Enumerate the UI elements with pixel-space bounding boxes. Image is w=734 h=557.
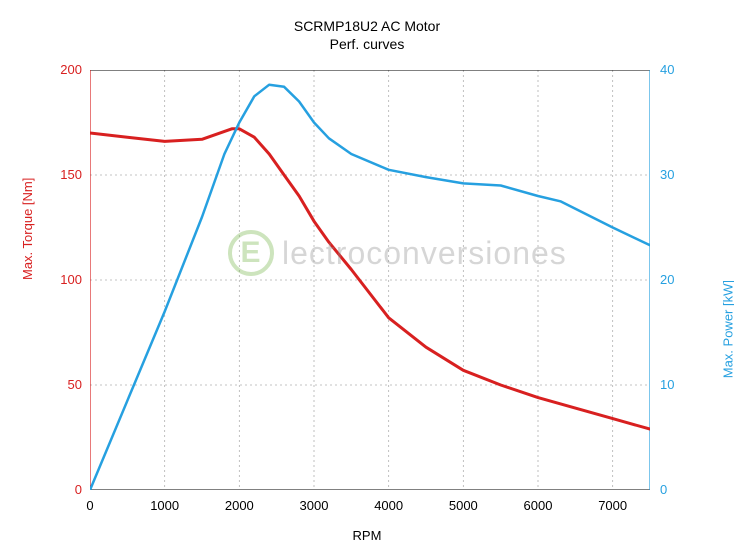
grid	[90, 70, 650, 490]
y-right-tick-label: 0	[660, 482, 700, 497]
y-left-tick-label: 50	[42, 377, 82, 392]
chart-svg	[90, 70, 650, 490]
chart-container: SCRMP18U2 AC Motor Perf. curves E lectro…	[0, 0, 734, 557]
watermark-logo-icon: E	[228, 230, 274, 276]
watermark-text: lectroconversiones	[282, 235, 567, 272]
chart-subtitle: Perf. curves	[0, 36, 734, 52]
x-tick-label: 2000	[214, 498, 264, 513]
y-right-tick-label: 20	[660, 272, 700, 287]
x-tick-label: 1000	[140, 498, 190, 513]
x-tick-label: 7000	[588, 498, 638, 513]
plot-area: E lectroconversiones	[90, 70, 650, 490]
y-right-tick-label: 30	[660, 167, 700, 182]
y-left-tick-label: 200	[42, 62, 82, 77]
series	[90, 85, 650, 490]
y-left-tick-label: 0	[42, 482, 82, 497]
y-right-tick-label: 40	[660, 62, 700, 77]
watermark: E lectroconversiones	[228, 230, 567, 276]
y-right-axis-label: Max. Power [kW]	[720, 280, 734, 378]
y-left-tick-label: 100	[42, 272, 82, 287]
x-axis-label: RPM	[0, 528, 734, 543]
chart-title: SCRMP18U2 AC Motor	[0, 18, 734, 34]
x-tick-label: 6000	[513, 498, 563, 513]
y-left-axis-label: Max. Torque [Nm]	[20, 178, 35, 280]
x-tick-label: 3000	[289, 498, 339, 513]
x-tick-label: 5000	[438, 498, 488, 513]
x-tick-label: 4000	[364, 498, 414, 513]
x-tick-label: 0	[65, 498, 115, 513]
y-left-tick-label: 150	[42, 167, 82, 182]
y-right-tick-label: 10	[660, 377, 700, 392]
